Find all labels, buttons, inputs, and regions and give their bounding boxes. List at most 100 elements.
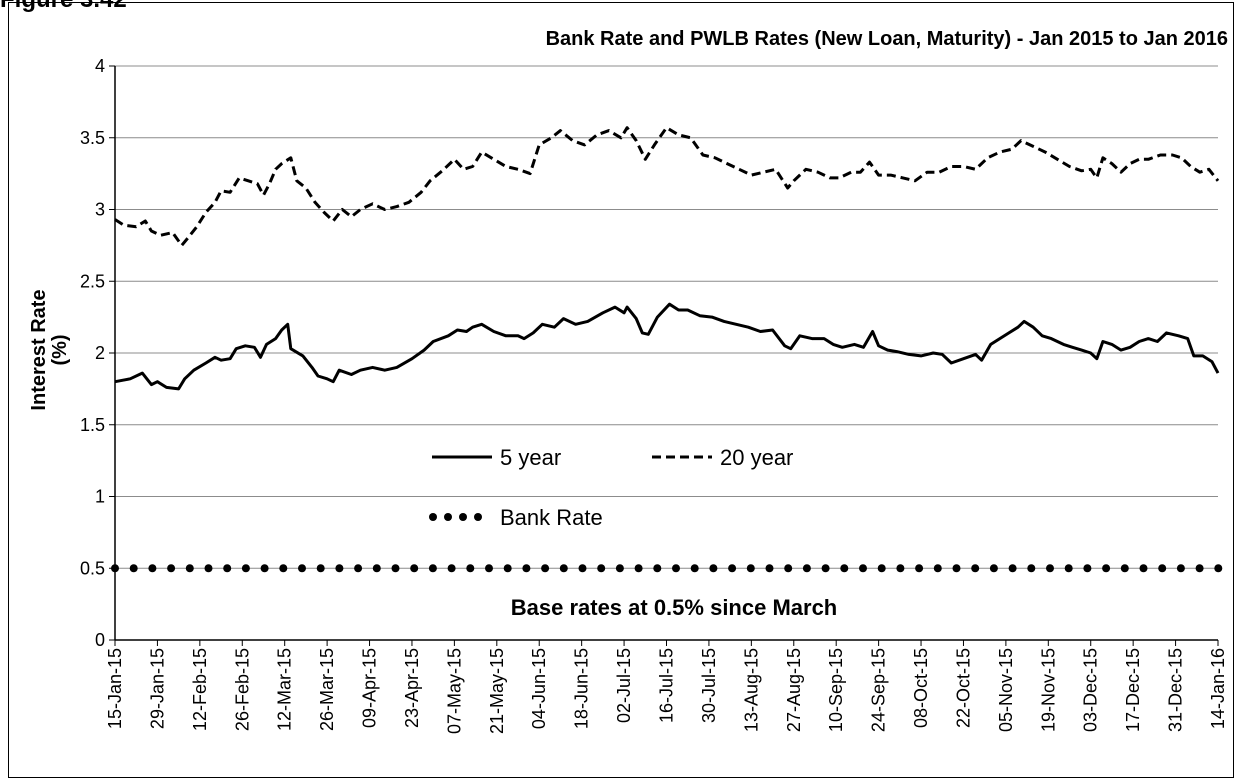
bank-rate-point bbox=[672, 564, 680, 573]
bank-rate-point bbox=[728, 564, 737, 573]
x-tick-label: 14-Jan-16 bbox=[1208, 648, 1228, 729]
legend-5-year-label: 5 year bbox=[500, 445, 561, 470]
bank-rate-point bbox=[765, 564, 774, 573]
bank-rate-point bbox=[933, 564, 942, 573]
x-tick-label: 23-Apr-15 bbox=[402, 648, 422, 728]
x-tick-label: 16-Jul-15 bbox=[657, 648, 677, 723]
series-5-year-line bbox=[114, 302, 1220, 391]
bank-rate-point bbox=[597, 564, 606, 573]
y-tick-label: 2 bbox=[95, 343, 105, 363]
y-axis-label-line2: (%) bbox=[49, 334, 71, 365]
bank-rate-point bbox=[428, 564, 437, 573]
gridlines bbox=[115, 65, 1218, 641]
bank-rate-point bbox=[1195, 564, 1204, 573]
y-tick-label: 3.5 bbox=[80, 128, 105, 148]
bank-rate-point bbox=[1102, 564, 1111, 573]
bank-rate-point bbox=[260, 564, 269, 573]
x-tick-label: 04-Jun-15 bbox=[529, 648, 549, 729]
y-tick-label: 1 bbox=[95, 487, 105, 507]
legend-20-year-label: 20 year bbox=[720, 445, 793, 470]
bank-rate-point bbox=[148, 564, 157, 573]
bank-rate-point bbox=[541, 564, 550, 573]
x-tick-label: 05-Nov-15 bbox=[996, 648, 1016, 732]
x-tick-label: 09-Apr-15 bbox=[360, 648, 380, 728]
legend-bank-rate-swatch bbox=[429, 513, 482, 521]
bank-rate-point bbox=[354, 564, 363, 573]
x-axis-ticks: 15-Jan-15 29-Jan-15 12-Feb-15 26-Feb-15 12-M… bbox=[105, 640, 1228, 734]
x-tick-label: 08-Oct-15 bbox=[911, 648, 931, 728]
y-tick-label: 1.5 bbox=[80, 415, 105, 435]
x-tick-label: 24-Sep-15 bbox=[869, 648, 889, 732]
x-tick-label: 26-Feb-15 bbox=[232, 648, 252, 731]
legend-dot bbox=[444, 513, 452, 521]
bank-rate-point bbox=[372, 564, 381, 573]
legend-dot bbox=[474, 513, 482, 521]
bank-rate-point bbox=[559, 564, 568, 573]
x-tick-label: 31-Dec-15 bbox=[1166, 648, 1186, 732]
bank-rate-point bbox=[167, 564, 176, 573]
bank-rate-point bbox=[746, 564, 755, 573]
x-tick-label: 12-Mar-15 bbox=[275, 648, 295, 731]
bank-rate-point bbox=[802, 564, 811, 573]
bank-rate-point bbox=[391, 564, 400, 573]
bank-rate-point bbox=[634, 564, 643, 573]
series-group bbox=[111, 126, 1223, 573]
bank-rate-point bbox=[709, 564, 718, 573]
y-axis-ticks: 0 0.5 1 1.5 2 2.5 3 3.5 4 bbox=[80, 56, 116, 650]
figure-label: Figure 3.42 bbox=[0, 0, 127, 14]
bank-rate-point bbox=[1083, 564, 1092, 573]
x-tick-label: 29-Jan-15 bbox=[147, 648, 167, 729]
x-tick-label: 13-Aug-15 bbox=[741, 648, 761, 732]
y-tick-label: 4 bbox=[95, 56, 105, 76]
bank-rate-point bbox=[223, 564, 232, 573]
x-tick-label: 27-Aug-15 bbox=[784, 648, 804, 732]
x-tick-label: 02-Jul-15 bbox=[614, 648, 634, 723]
bank-rate-point bbox=[615, 564, 624, 573]
bank-rate-point bbox=[915, 564, 924, 573]
y-tick-label: 2.5 bbox=[80, 271, 105, 291]
bank-rate-point bbox=[410, 564, 419, 573]
series-bank-rate bbox=[111, 564, 1223, 573]
bank-rate-point bbox=[971, 564, 980, 573]
series-20-year-line bbox=[114, 126, 1220, 247]
legend-bank-rate-label: Bank Rate bbox=[500, 505, 603, 530]
bank-rate-point bbox=[1176, 564, 1185, 573]
x-tick-label: 15-Jan-15 bbox=[105, 648, 125, 729]
bank-rate-point bbox=[316, 564, 325, 573]
bank-rate-point bbox=[279, 564, 288, 573]
bank-rate-point bbox=[952, 564, 961, 573]
x-tick-label: 30-Jul-15 bbox=[699, 648, 719, 723]
y-tick-label: 3 bbox=[95, 200, 105, 220]
x-tick-label: 21-May-15 bbox=[487, 648, 507, 734]
bank-rate-point bbox=[185, 564, 194, 573]
bank-rate-point bbox=[653, 564, 662, 573]
x-tick-label: 03-Dec-15 bbox=[1081, 648, 1101, 732]
bank-rate-point bbox=[1158, 564, 1167, 573]
legend-dot bbox=[429, 513, 437, 521]
x-tick-label: 12-Feb-15 bbox=[190, 648, 210, 731]
bank-rate-point bbox=[821, 564, 830, 573]
legend-dot bbox=[459, 513, 467, 521]
chart-frame bbox=[8, 2, 1234, 778]
y-tick-label: 0 bbox=[95, 630, 105, 650]
bank-rate-point bbox=[129, 564, 138, 573]
bank-rate-point bbox=[447, 564, 456, 573]
x-tick-label: 17-Dec-15 bbox=[1123, 648, 1143, 732]
legend: 5 year 20 year Bank Rate bbox=[429, 445, 793, 530]
x-tick-label: 19-Nov-15 bbox=[1038, 648, 1058, 732]
y-tick-label: 0.5 bbox=[80, 558, 105, 578]
bank-rate-point bbox=[1120, 564, 1129, 573]
bank-rate-point bbox=[578, 564, 587, 573]
bank-rate-point bbox=[335, 564, 344, 573]
bank-rate-point bbox=[204, 564, 213, 573]
bank-rate-point bbox=[1214, 564, 1223, 573]
bank-rate-point bbox=[503, 564, 512, 573]
bank-rate-point bbox=[241, 564, 250, 573]
bank-rate-point bbox=[784, 564, 793, 573]
bank-rate-point bbox=[298, 564, 306, 573]
bank-rate-point bbox=[1008, 564, 1017, 573]
bank-rate-point bbox=[896, 564, 905, 573]
bank-rate-point bbox=[1139, 564, 1148, 573]
bank-rate-point bbox=[1027, 564, 1036, 573]
